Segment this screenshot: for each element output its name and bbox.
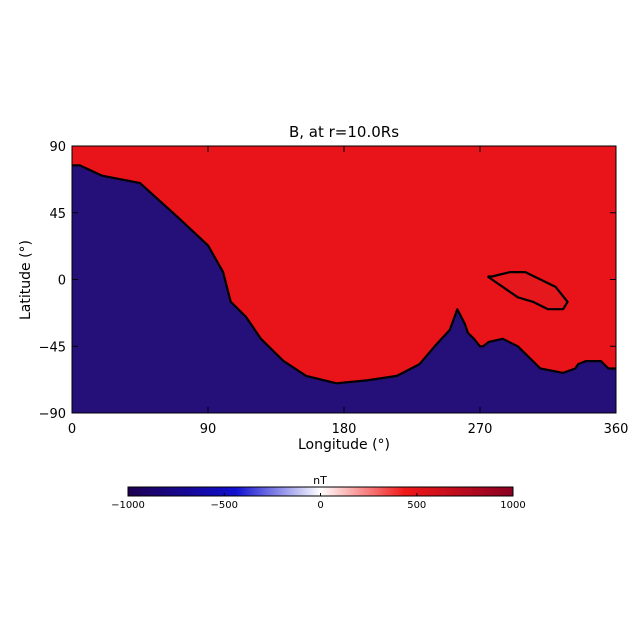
y-tick-label: 0 xyxy=(58,274,66,289)
plot-area xyxy=(72,146,616,413)
y-axis-label: Latitude (°) xyxy=(18,240,34,320)
x-tick-label: 360 xyxy=(604,422,629,437)
y-tick-label: −90 xyxy=(39,407,66,422)
colorbar-label: nT xyxy=(313,474,327,487)
x-tick-label: 0 xyxy=(68,422,76,437)
colorbar-tick-label: 500 xyxy=(407,500,426,511)
colorbar-ticks: −1000 −500 0 500 1000 xyxy=(111,493,526,511)
x-tick-label: 180 xyxy=(332,422,357,437)
y-axis: 90 45 0 −45 −90 xyxy=(39,140,616,422)
x-axis-label: Longitude (°) xyxy=(298,437,390,453)
x-axis: 0 90 180 270 360 xyxy=(68,146,629,437)
colorbar-tick-label: 0 xyxy=(317,500,323,511)
x-tick-label: 270 xyxy=(468,422,493,437)
positive-polarity-region xyxy=(72,146,616,384)
neutral-line-lobe xyxy=(486,271,569,311)
neutral-line-main xyxy=(72,164,616,385)
y-tick-label: −45 xyxy=(39,340,66,355)
y-tick-label: 45 xyxy=(49,207,66,222)
chart-title: B, at r=10.0Rs xyxy=(289,123,399,141)
colorbar-tick-label: −1000 xyxy=(111,500,145,511)
positive-polarity-lobe xyxy=(487,272,568,310)
colorbar-tick-label: −500 xyxy=(211,500,238,511)
colorbar-tick-label: 1000 xyxy=(500,500,525,511)
y-tick-label: 90 xyxy=(49,140,66,155)
neutral-lines xyxy=(72,164,616,385)
x-tick-label: 90 xyxy=(200,422,217,437)
